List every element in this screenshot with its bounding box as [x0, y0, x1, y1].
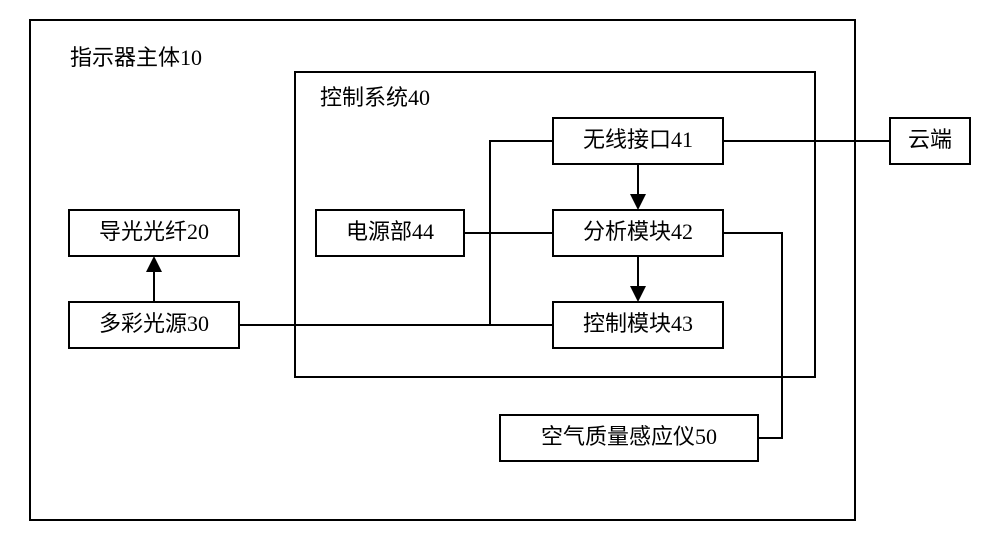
node-label-air_sensor: 空气质量感应仪50	[541, 424, 717, 449]
node-label-wireless_if: 无线接口41	[583, 127, 693, 152]
frame-label-indicator_body: 指示器主体10	[70, 45, 202, 70]
node-label-cloud: 云端	[908, 127, 952, 152]
frame-label-control_system: 控制系统40	[320, 85, 430, 110]
edge	[723, 233, 782, 438]
node-fiber: 导光光纤20	[69, 210, 239, 256]
node-label-light_source: 多彩光源30	[99, 311, 209, 336]
node-air_sensor: 空气质量感应仪50	[500, 415, 758, 461]
node-light_source: 多彩光源30	[69, 302, 239, 348]
node-wireless_if: 无线接口41	[553, 118, 723, 164]
node-label-power: 电源部44	[346, 219, 434, 244]
diagram-canvas: 指示器主体10 控制系统40 无线接口41 分析模块42 控制模块43 电源部44 导光光纤…	[0, 0, 1000, 540]
node-label-analysis: 分析模块42	[583, 219, 693, 244]
node-control: 控制模块43	[553, 302, 723, 348]
node-label-control: 控制模块43	[583, 311, 693, 336]
edge	[464, 141, 553, 233]
node-power: 电源部44	[316, 210, 464, 256]
node-cloud: 云端	[890, 118, 970, 164]
edge	[464, 233, 553, 325]
node-analysis: 分析模块42	[553, 210, 723, 256]
node-label-fiber: 导光光纤20	[99, 219, 209, 244]
